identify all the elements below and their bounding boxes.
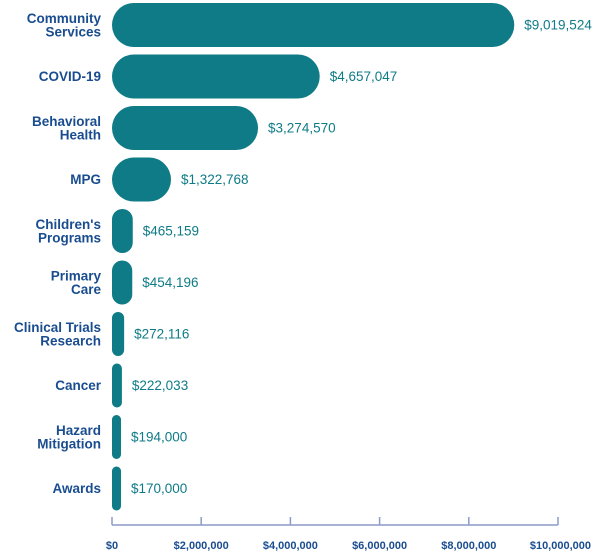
category-label-8: Hazard Mitigation [37,423,101,452]
value-label-0: $9,019,524 [524,18,592,33]
x-tick-label-2: $4,000,000 [263,540,318,552]
value-label-2: $3,274,570 [268,121,336,136]
category-label-5: Primary Care [51,268,102,297]
value-label-8: $194,000 [131,430,187,445]
value-label-4: $465,159 [143,224,199,239]
x-tick-label-1: $2,000,000 [174,540,229,552]
category-label-6: Clinical Trials Research [14,320,101,349]
bar-0 [112,3,515,47]
value-label-1: $4,657,047 [330,69,398,84]
category-label-0: Community Services [27,11,102,40]
category-label-9: Awards [52,481,101,496]
value-label-6: $272,116 [134,327,189,342]
category-label-1: COVID-19 [39,69,101,84]
bar-7 [112,363,122,408]
bars-group [112,3,515,511]
bar-6 [112,312,125,356]
bar-2 [112,106,259,150]
bar-5 [112,260,133,305]
x-tick-label-0: $0 [106,540,118,552]
x-tick-label-4: $8,000,000 [441,540,496,552]
category-labels-group: Community Services COVID-19 Behavioral Healt… [14,11,102,496]
category-label-3: MPG [70,172,101,187]
value-label-5: $454,196 [142,275,198,290]
category-label-7: Cancer [55,378,102,393]
value-labels-group: $9,019,524 $4,657,047 $3,274,570 $1,322,768… [131,18,592,497]
x-tick-label-3: $6,000,000 [352,540,407,552]
bar-9 [112,466,121,511]
bar-4 [112,209,133,253]
x-axis: $0 $2,000,000 $4,000,000 $6,000,000 $8,000,0… [106,517,591,552]
value-label-7: $222,033 [132,378,188,393]
category-label-4: Children's Programs [36,217,101,246]
value-label-3: $1,322,768 [181,172,249,187]
x-tick-label-5: $10,000,000 [530,540,591,552]
bar-1 [112,54,320,99]
bar-3 [112,157,171,202]
bar-8 [112,415,121,459]
value-label-9: $170,000 [131,481,187,496]
category-label-2: Behavioral Health [32,114,101,143]
